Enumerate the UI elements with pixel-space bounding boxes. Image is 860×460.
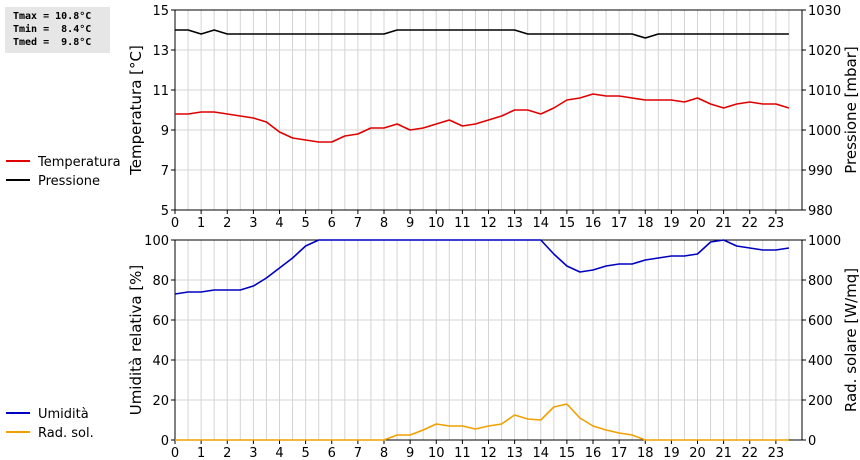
x-tick-label: 22 bbox=[741, 446, 758, 460]
x-tick-label: 18 bbox=[637, 446, 654, 460]
legend-label: Pressione bbox=[38, 174, 100, 189]
x-tick-label: 0 bbox=[171, 446, 179, 460]
series-line-rad-sol- bbox=[175, 403, 789, 441]
legend-label: Rad. sol. bbox=[38, 426, 94, 441]
x-tick-label: 1 bbox=[197, 216, 205, 231]
x-tick-label: 11 bbox=[454, 446, 471, 460]
y-tick-label: 7 bbox=[161, 164, 169, 179]
x-tick-label: 21 bbox=[715, 446, 732, 460]
y-tick-label: 15 bbox=[152, 4, 169, 19]
y2-tick-label: 1020 bbox=[808, 44, 841, 59]
y-tick-label: 100 bbox=[144, 234, 169, 249]
x-tick-label: 4 bbox=[275, 216, 283, 231]
y2-axis-label: Rad. solare [W/mq] bbox=[842, 268, 860, 412]
x-tick-label: 21 bbox=[715, 216, 732, 231]
y-tick-label: 0 bbox=[161, 434, 169, 449]
x-tick-label: 5 bbox=[301, 446, 309, 460]
y2-tick-label: 800 bbox=[808, 274, 833, 289]
legend-label: Umidità bbox=[38, 407, 89, 422]
y2-tick-label: 400 bbox=[808, 354, 833, 369]
x-tick-label: 23 bbox=[768, 216, 785, 231]
y-axis-label: Temperatura [°C] bbox=[127, 45, 145, 176]
x-tick-label: 7 bbox=[354, 446, 362, 460]
y-tick-label: 9 bbox=[161, 124, 169, 139]
y-axis-label: Umidità relativa [%] bbox=[127, 265, 145, 416]
legend-label: Temperatura bbox=[37, 155, 121, 170]
x-tick-label: 19 bbox=[663, 216, 680, 231]
humidity-radiation-panel: 0 1 2 3 4 5 6 7 8 9 10 11 12 13 14 15 16 17 18 19 20 21 22 2302… bbox=[6, 234, 860, 460]
x-tick-label: 7 bbox=[354, 216, 362, 231]
x-tick-label: 23 bbox=[768, 446, 785, 460]
y2-tick-label: 1010 bbox=[808, 84, 841, 99]
x-tick-label: 13 bbox=[506, 446, 523, 460]
x-tick-label: 12 bbox=[480, 216, 497, 231]
x-tick-label: 4 bbox=[275, 446, 283, 460]
y-tick-label: 11 bbox=[152, 84, 169, 99]
series-line-umidit- bbox=[174, 239, 790, 295]
x-tick-label: 22 bbox=[741, 216, 758, 231]
x-tick-label: 9 bbox=[406, 216, 414, 231]
y-tick-label: 20 bbox=[152, 394, 169, 409]
x-tick-label: 6 bbox=[328, 216, 336, 231]
tmax-stat: Tmax = 10.8°C bbox=[13, 11, 92, 22]
x-tick-label: 10 bbox=[428, 216, 445, 231]
y-tick-label: 5 bbox=[161, 204, 169, 219]
x-tick-label: 3 bbox=[249, 446, 257, 460]
x-tick-label: 10 bbox=[428, 446, 445, 460]
x-tick-label: 16 bbox=[585, 446, 602, 460]
y2-tick-label: 600 bbox=[808, 314, 833, 329]
tmed-stat: Tmed = 9.8°C bbox=[13, 37, 92, 48]
y2-tick-label: 200 bbox=[808, 394, 833, 409]
x-tick-label: 17 bbox=[611, 216, 628, 231]
y-tick-label: 40 bbox=[152, 354, 169, 369]
y2-tick-label: 980 bbox=[808, 204, 833, 219]
y2-tick-label: 1000 bbox=[808, 124, 841, 139]
y-tick-label: 80 bbox=[152, 274, 169, 289]
x-tick-label: 18 bbox=[637, 216, 654, 231]
series-line-temperatura bbox=[175, 93, 790, 143]
x-tick-label: 15 bbox=[559, 216, 576, 231]
x-tick-label: 14 bbox=[532, 216, 549, 231]
x-tick-label: 2 bbox=[223, 216, 231, 231]
x-tick-label: 6 bbox=[328, 446, 336, 460]
x-tick-label: 13 bbox=[506, 216, 523, 231]
y2-tick-label: 1030 bbox=[808, 4, 841, 19]
x-tick-label: 16 bbox=[585, 216, 602, 231]
x-tick-label: 2 bbox=[223, 446, 231, 460]
x-tick-label: 15 bbox=[559, 446, 576, 460]
temp-pressure-panel: 0 1 2 3 4 5 6 7 8 9 10 11 12 13 14 15 16 17 18 19 20 21 22 2357… bbox=[6, 4, 860, 231]
x-tick-label: 14 bbox=[532, 446, 549, 460]
x-tick-label: 19 bbox=[663, 446, 680, 460]
x-tick-label: 3 bbox=[249, 216, 257, 231]
x-tick-label: 17 bbox=[611, 446, 628, 460]
x-tick-label: 20 bbox=[689, 446, 706, 460]
x-tick-label: 8 bbox=[380, 446, 388, 460]
x-tick-label: 20 bbox=[689, 216, 706, 231]
stats-box: Tmax = 10.8°C Tmin = 8.4°C Tmed = 9.8°C bbox=[5, 7, 110, 53]
y2-axis-label: Pressione [mbar] bbox=[842, 46, 860, 174]
x-tick-label: 5 bbox=[301, 216, 309, 231]
x-tick-label: 1 bbox=[197, 446, 205, 460]
tmin-stat: Tmin = 8.4°C bbox=[13, 24, 92, 35]
x-tick-label: 11 bbox=[454, 216, 471, 231]
x-tick-label: 12 bbox=[480, 446, 497, 460]
x-tick-label: 0 bbox=[171, 216, 179, 231]
y2-tick-label: 0 bbox=[808, 434, 816, 449]
series-line-pressione bbox=[175, 29, 789, 39]
y2-tick-label: 1000 bbox=[808, 234, 841, 249]
y-tick-label: 60 bbox=[152, 314, 169, 329]
x-tick-label: 9 bbox=[406, 446, 414, 460]
y2-tick-label: 990 bbox=[808, 164, 833, 179]
x-tick-label: 8 bbox=[380, 216, 388, 231]
y-tick-label: 13 bbox=[152, 44, 169, 59]
